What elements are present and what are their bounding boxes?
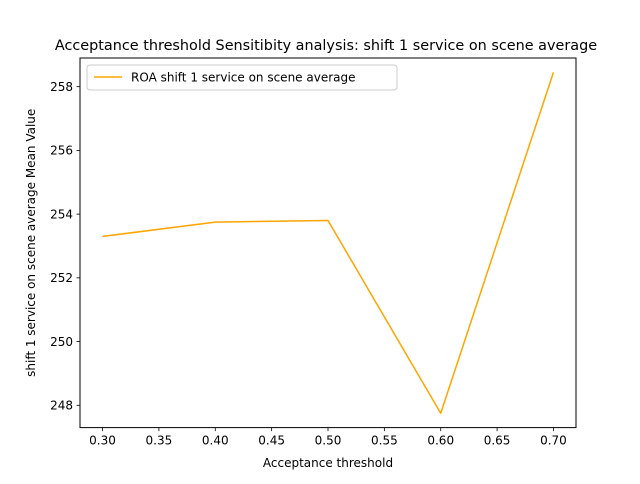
data-series xyxy=(102,72,555,415)
legend-box xyxy=(86,64,398,91)
x-tick-label: 0.35 xyxy=(146,434,173,448)
x-tick-label: 0.50 xyxy=(315,434,342,448)
x-tick-label: 0.55 xyxy=(371,434,398,448)
y-axis-ticks: 248 250 252 254 256 258 xyxy=(50,80,80,413)
x-tick-label: 0.30 xyxy=(89,434,116,448)
x-tick-label: 0.40 xyxy=(202,434,229,448)
legend: ROA shift 1 service on scene average xyxy=(86,64,398,91)
y-axis-label: shift 1 service on scene average Mean Va… xyxy=(24,109,38,377)
plot-frame xyxy=(79,57,577,429)
y-tick-label: 252 xyxy=(50,271,73,285)
x-tick-label: 0.70 xyxy=(540,434,567,448)
y-tick-label: 258 xyxy=(50,80,73,94)
x-axis-label: Acceptance threshold xyxy=(263,456,393,470)
y-tick-label: 250 xyxy=(50,335,73,349)
legend-label: ROA shift 1 service on scene average xyxy=(131,71,356,85)
x-tick-label: 0.65 xyxy=(484,434,511,448)
y-tick-label: 248 xyxy=(50,399,73,413)
y-tick-label: 254 xyxy=(50,207,73,221)
x-tick-label: 0.45 xyxy=(258,434,285,448)
chart-title: Acceptance threshold Sensitibity analysi… xyxy=(55,38,597,54)
x-tick-label: 0.60 xyxy=(427,434,454,448)
y-tick-label: 256 xyxy=(50,144,73,158)
series-line xyxy=(102,72,555,415)
x-axis-ticks: 0.30 0.35 0.40 0.45 0.50 0.55 0.60 0.65 0.70 xyxy=(89,427,567,448)
